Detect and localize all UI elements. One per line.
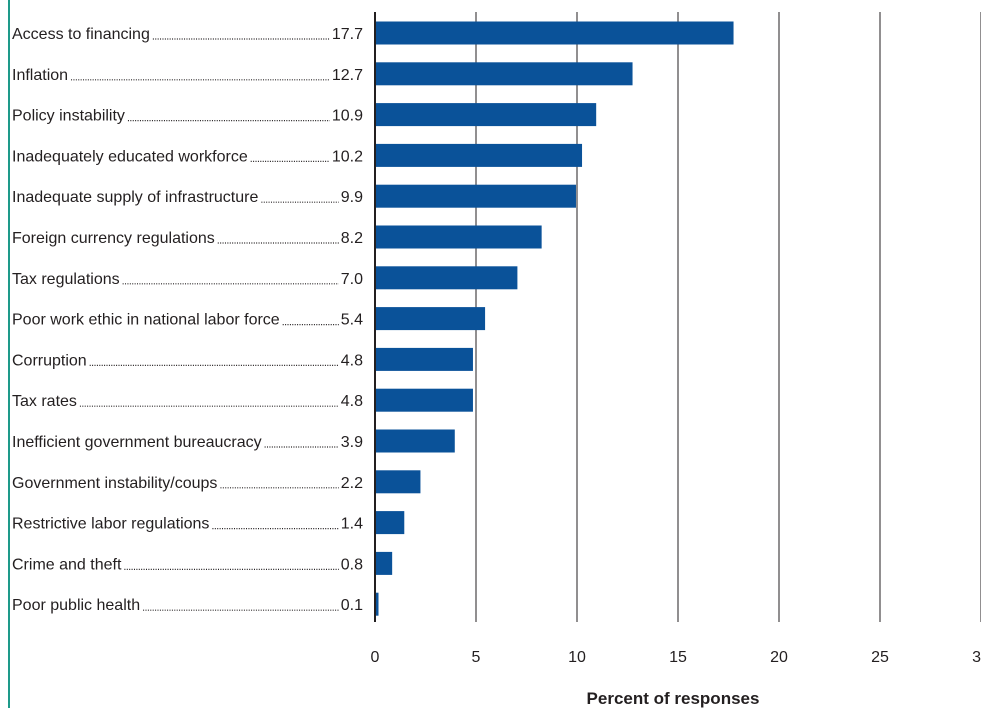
category-label: Inadequately educated workforce [12,148,248,165]
category-label: Inefficient government bureaucracy [12,434,262,451]
category-label: Inflation [12,67,68,84]
bar [376,143,583,167]
category-label: Poor work ethic in national labor force [12,312,280,329]
category-label: Foreign currency regulations [12,230,215,247]
category-label: Tax rates [12,393,77,410]
bars [376,21,734,616]
category-label: Restrictive labor regulations [12,516,209,533]
bar [376,21,734,45]
x-tick-label: 10 [568,649,586,666]
category-label: Poor public health [12,597,140,614]
value-label: 4.8 [341,393,363,410]
value-label: 8.2 [341,230,363,247]
bar [376,511,405,535]
bar [376,225,542,249]
value-label: 4.8 [341,352,363,369]
bar [376,184,576,208]
category-label: Policy instability [12,108,125,125]
x-tick-label: 25 [871,649,889,666]
value-label: 3.9 [341,434,363,451]
x-tick-label: 15 [669,649,687,666]
category-label: Crime and theft [12,556,122,573]
category-label: Tax regulations [12,271,120,288]
bar [376,388,473,412]
category-label: Access to financing [12,26,150,43]
value-label: 2.2 [341,475,363,492]
x-axis-title: Percent of responses [587,689,760,708]
value-label: 10.9 [332,108,363,125]
bar [376,429,455,453]
value-label: 0.8 [341,556,363,573]
bar [376,551,393,575]
bar [376,470,421,494]
x-tick-labels: 0 5 10 15 20 25 30 [371,649,981,666]
value-label: 7.0 [341,271,363,288]
value-label: 0.1 [341,597,363,614]
category-label: Government instability/coups [12,475,217,492]
bar [376,347,473,371]
x-tick-label: 5 [472,649,481,666]
x-tick-label: 20 [770,649,788,666]
category-labels: Access to financing 17.7 Inflation 12.7 Poli… [12,26,363,614]
x-tick-label: 0 [371,649,380,666]
bar [376,592,379,616]
value-label: 1.4 [341,516,363,533]
bar [376,307,486,331]
category-label: Corruption [12,352,87,369]
bar [376,62,633,86]
value-label: 10.2 [332,148,363,165]
x-tick-label: 30 [972,649,981,666]
value-label: 5.4 [341,312,363,329]
category-label: Inadequate supply of infrastructure [12,189,258,206]
bar [376,103,597,127]
value-label: 12.7 [332,67,363,84]
value-label: 9.9 [341,189,363,206]
bar [376,266,518,290]
value-label: 17.7 [332,26,363,43]
